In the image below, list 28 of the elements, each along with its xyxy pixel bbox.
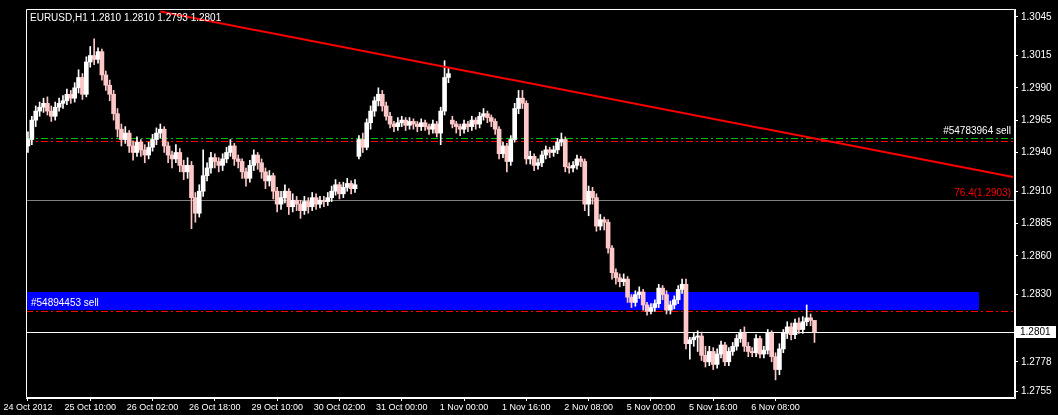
x-tick-label: 5 Nov 16:00: [688, 401, 738, 412]
y-tick-label: 1.2885: [1021, 217, 1053, 229]
x-tick-label: 30 Oct 02:00: [313, 401, 366, 412]
y-tick-label: 1.2910: [1021, 184, 1053, 196]
x-tick-label: 26 Oct 18:00: [189, 401, 241, 412]
x-tick-label: 24 Oct 2012: [3, 401, 53, 412]
y-tick-label: 1.2940: [1021, 146, 1053, 158]
x-tick-label: 31 Oct 00:00: [375, 401, 428, 412]
x-tick-label: 29 Oct 10:00: [251, 401, 303, 412]
x-tick-label: 6 Nov 08:00: [751, 401, 800, 412]
y-tick-label: 1.3045: [1021, 10, 1053, 22]
y-tick-label: 1.2990: [1021, 81, 1053, 93]
ref-line-label: 1.2801: [1020, 325, 1052, 337]
x-tick-label: 2 Nov 08:00: [564, 401, 613, 412]
x-tick-label: 5 Nov 00:00: [626, 401, 676, 412]
ref-line-label: 76.4(1.2903): [954, 187, 1011, 199]
y-tick-label: 1.3015: [1021, 49, 1053, 61]
y-tick-label: 1.2755: [1021, 385, 1053, 397]
y-tick-label: 1.2830: [1021, 288, 1053, 300]
x-tick-label: 25 Oct 10:00: [64, 401, 117, 412]
x-tick-label: 1 Nov 00:00: [439, 401, 489, 412]
ref-line-label: #54783964 sell: [943, 125, 1011, 137]
band-label: #54894453 sell: [31, 297, 99, 309]
y-tick-label: 1.2778: [1021, 355, 1053, 367]
y-tick-label: 1.2860: [1021, 249, 1053, 261]
x-tick-label: 1 Nov 16:00: [502, 401, 551, 412]
y-tick-label: 1.2965: [1021, 113, 1053, 125]
x-tick-label: 26 Oct 02:00: [126, 401, 179, 412]
